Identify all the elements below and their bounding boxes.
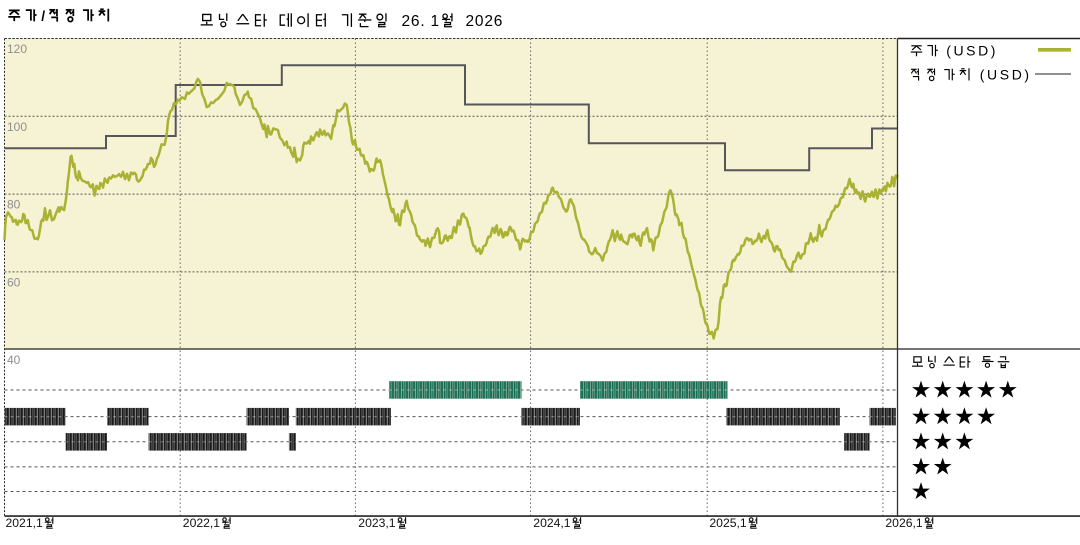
svg-text:/: /: [41, 8, 45, 24]
svg-text:2026: 2026: [466, 13, 504, 30]
svg-text:2021,1: 2021,1: [6, 516, 43, 530]
svg-text:(USD): (USD): [980, 67, 1032, 83]
svg-text:2023,1: 2023,1: [358, 516, 395, 530]
svg-text:100: 100: [7, 120, 27, 134]
svg-text:2025,1: 2025,1: [709, 516, 746, 530]
svg-text:120: 120: [7, 42, 27, 56]
svg-text:2026,1: 2026,1: [885, 516, 922, 530]
svg-text:60: 60: [7, 275, 21, 289]
svg-text:(USD): (USD): [946, 43, 998, 59]
svg-text:26. 1: 26. 1: [402, 13, 440, 30]
svg-text:80: 80: [7, 198, 21, 212]
svg-text:40: 40: [7, 353, 21, 367]
svg-text:2022,1: 2022,1: [183, 516, 220, 530]
svg-text:2024,1: 2024,1: [533, 516, 570, 530]
